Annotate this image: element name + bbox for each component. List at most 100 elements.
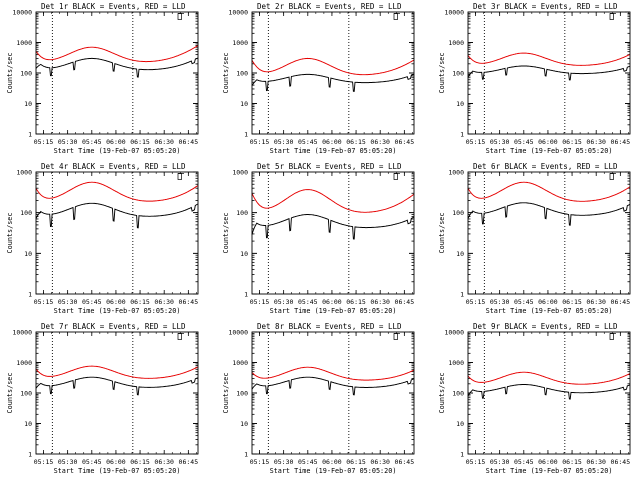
x-tick-label: 05:45: [514, 298, 534, 306]
panel-det-6: Det 6r BLACK = Events, RED = LLD 1000 100 1…: [438, 162, 631, 315]
marker-box: [177, 13, 182, 20]
plot-frame: [35, 11, 199, 135]
y-tick-label: 1: [460, 291, 464, 299]
panel-title: Det 8r BLACK = Events, RED = LLD: [257, 322, 402, 331]
x-tick-label: 06:00: [538, 298, 558, 306]
series-lld-line: [35, 181, 198, 202]
y-axis-label: Counts/sec: [438, 213, 446, 254]
marker-box: [393, 173, 398, 180]
panel-det-4: Det 4r BLACK = Events, RED = LLD 1000 100 1…: [6, 162, 199, 315]
y-tick-label: 100: [452, 209, 464, 217]
x-tick-label: 06:30: [370, 458, 390, 466]
x-tick-label: 06:30: [154, 458, 174, 466]
x-tick-label: 05:15: [466, 138, 486, 146]
x-tick-label: 05:30: [58, 138, 78, 146]
panel-title: Det 6r BLACK = Events, RED = LLD: [473, 162, 618, 171]
panel-det-9: Det 9r BLACK = Events, RED = LLD10000100…: [438, 322, 631, 475]
marker-box: [609, 173, 614, 180]
x-tick-label: 05:15: [34, 138, 54, 146]
x-tick-label: 05:15: [250, 458, 270, 466]
series-events-line: [35, 202, 198, 229]
x-tick-label: 06:15: [130, 298, 150, 306]
series-lld-line: [251, 57, 414, 76]
x-tick-label: 05:45: [82, 138, 102, 146]
x-tick-label: 06:15: [346, 138, 366, 146]
x-axis-label: Start Time (19-Feb-07 05:05:20): [486, 307, 613, 315]
series-lld-line: [35, 365, 198, 379]
y-tick-label: 10: [240, 250, 248, 258]
plot-frame: [467, 331, 631, 455]
y-tick-label: 1: [28, 291, 32, 299]
y-tick-label: 10: [240, 420, 248, 428]
y-tick-label: 10000: [228, 329, 248, 337]
plot-frame: [467, 11, 631, 135]
y-tick-label: 10: [24, 100, 32, 108]
y-tick-label: 10000: [228, 9, 248, 17]
y-tick-label: 10: [456, 250, 464, 258]
x-tick-label: 06:00: [322, 298, 342, 306]
x-tick-label: 05:15: [250, 298, 270, 306]
x-tick-label: 05:15: [250, 138, 270, 146]
y-tick-label: 100: [452, 390, 464, 398]
x-tick-label: 06:45: [179, 458, 199, 466]
plot-frame: [35, 171, 199, 295]
y-tick-label: 10: [240, 100, 248, 108]
y-tick-label: 100: [236, 209, 248, 217]
panel-det-8: Det 8r BLACK = Events, RED = LLD 10000 10 0…: [222, 322, 415, 475]
series-events-line: [251, 73, 414, 92]
x-tick-label: 06:15: [346, 298, 366, 306]
y-tick-label: 10: [456, 100, 464, 108]
y-tick-label: 1: [28, 451, 32, 459]
plot-frame: [251, 331, 415, 455]
y-tick-label: 10000: [444, 9, 464, 17]
y-tick-label: 100: [20, 70, 32, 78]
y-tick-label: 1000: [232, 169, 248, 177]
panel-det-7: Det 7r BLACK = Events, RED = LLD10000100…: [6, 322, 199, 475]
x-tick-label: 06:00: [538, 138, 558, 146]
x-tick-label: 05:45: [298, 138, 318, 146]
x-tick-label: 06:00: [106, 138, 126, 146]
y-tick-label: 1000: [16, 169, 32, 177]
x-tick-label: 06:15: [562, 138, 582, 146]
y-tick-label: 100: [20, 390, 32, 398]
y-tick-label: 1: [244, 451, 248, 459]
y-tick-label: 1000: [448, 39, 464, 47]
panel-det-3: Det 3r BLACK = Events, RED = LLD10000100…: [438, 2, 631, 155]
y-tick-label: 10000: [12, 9, 32, 17]
y-tick-label: 1000: [232, 39, 248, 47]
x-tick-label: 06:45: [179, 138, 199, 146]
panel-title: Det 5r BLACK = Events, RED = LLD: [257, 162, 402, 171]
marker-box: [393, 333, 398, 340]
x-tick-label: 06:45: [395, 298, 415, 306]
series-lld-line: [467, 371, 630, 385]
y-tick-label: 1000: [448, 169, 464, 177]
x-tick-label: 06:15: [346, 458, 366, 466]
x-tick-label: 05:15: [466, 458, 486, 466]
panel-title: Det 4r BLACK = Events, RED = LLD: [41, 162, 186, 171]
x-tick-label: 06:45: [611, 138, 631, 146]
series-events-line: [467, 384, 630, 400]
y-axis-label: Counts/sec: [438, 53, 446, 94]
x-axis-label: Start Time (19-Feb-07 05:05:20): [486, 467, 613, 475]
series-events-line: [467, 202, 630, 226]
panel-det-2: Det 2r BLACK = Events, RED = LLD10000100…: [222, 2, 415, 155]
x-tick-label: 06:00: [106, 298, 126, 306]
series-events-line: [35, 57, 198, 78]
series-lld-line: [467, 181, 630, 202]
x-tick-label: 06:00: [322, 138, 342, 146]
marker-box: [609, 13, 614, 20]
panel-det-1: Det 1r BLACK = Events, RED = LLD10000100…: [6, 2, 199, 155]
y-axis-label: Counts/sec: [222, 213, 230, 254]
x-tick-label: 05:30: [490, 458, 510, 466]
y-tick-label: 1: [244, 131, 248, 139]
x-tick-label: 05:45: [514, 458, 534, 466]
y-axis-label: Counts/sec: [6, 53, 14, 94]
x-tick-label: 05:30: [274, 138, 294, 146]
y-tick-label: 10000: [12, 329, 32, 337]
panel-det-5: Det 5r BLACK = Events, RED = LLD 1000 100 1…: [222, 162, 415, 315]
x-tick-label: 06:15: [562, 458, 582, 466]
x-tick-label: 05:15: [34, 458, 54, 466]
x-tick-label: 05:45: [514, 138, 534, 146]
x-tick-label: 05:45: [298, 458, 318, 466]
y-axis-label: Counts/sec: [222, 373, 230, 414]
